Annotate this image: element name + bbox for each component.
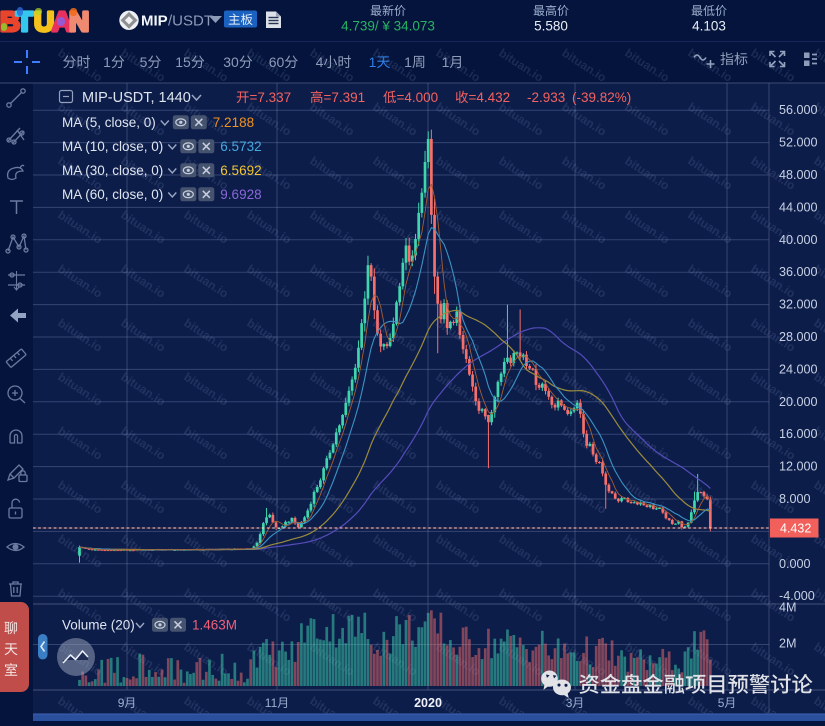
svg-text:11: 11 <box>265 696 278 710</box>
svg-text:30: 30 <box>223 54 239 70</box>
svg-text:1: 1 <box>369 54 377 70</box>
svg-text:56.000: 56.000 <box>779 103 818 117</box>
svg-text:=4.000: =4.000 <box>397 90 439 105</box>
svg-text:=7.337: =7.337 <box>250 90 292 105</box>
svg-text:9: 9 <box>118 696 125 710</box>
svg-text:8.000: 8.000 <box>779 492 811 506</box>
svg-text:28.000: 28.000 <box>779 330 818 344</box>
svg-text:15: 15 <box>175 54 191 70</box>
svg-text:16.000: 16.000 <box>779 427 818 441</box>
svg-text:1.463M: 1.463M <box>192 618 237 633</box>
svg-text:4.432: 4.432 <box>780 522 811 536</box>
svg-text:6.5692: 6.5692 <box>220 163 261 178</box>
svg-text:1: 1 <box>404 54 412 70</box>
svg-text:=7.391: =7.391 <box>324 90 366 105</box>
svg-text:MA (30, close, 0): MA (30, close, 0) <box>62 163 163 178</box>
svg-text:5.580: 5.580 <box>534 19 568 34</box>
svg-text:5: 5 <box>140 54 148 70</box>
svg-text:9.6928: 9.6928 <box>220 187 261 202</box>
svg-text:48.000: 48.000 <box>779 168 818 182</box>
svg-text:2M: 2M <box>779 637 797 651</box>
svg-text:24.000: 24.000 <box>779 362 818 376</box>
svg-text:-4.000: -4.000 <box>779 589 815 603</box>
svg-text:MIP: MIP <box>141 13 168 30</box>
svg-text:2020: 2020 <box>414 696 442 710</box>
svg-text:1: 1 <box>103 54 111 70</box>
svg-text:MA (10, close, 0): MA (10, close, 0) <box>62 139 163 154</box>
svg-text:/USDT: /USDT <box>168 13 213 30</box>
svg-text:MA (5, close, 0): MA (5, close, 0) <box>62 115 156 130</box>
svg-text:MA (60, close, 0): MA (60, close, 0) <box>62 187 163 202</box>
svg-text:0.000: 0.000 <box>779 557 811 571</box>
svg-text:=4.432: =4.432 <box>469 90 511 105</box>
svg-text:12.000: 12.000 <box>779 460 818 474</box>
svg-text:4M: 4M <box>779 601 797 615</box>
svg-text:32.000: 32.000 <box>779 298 818 312</box>
svg-text:6.5732: 6.5732 <box>220 139 261 154</box>
svg-text:52.000: 52.000 <box>779 136 818 150</box>
svg-text:36.000: 36.000 <box>779 265 818 279</box>
svg-text:4.103: 4.103 <box>692 19 726 34</box>
svg-text:1: 1 <box>442 54 450 70</box>
svg-text:40.000: 40.000 <box>779 233 818 247</box>
svg-text:Volume (20): Volume (20) <box>62 618 135 633</box>
svg-text:(-39.82%): (-39.82%) <box>572 90 631 105</box>
svg-text:60: 60 <box>269 54 285 70</box>
svg-text:44.000: 44.000 <box>779 200 818 214</box>
svg-text:20.000: 20.000 <box>779 395 818 409</box>
svg-text:4.739/ ¥ 34.073: 4.739/ ¥ 34.073 <box>341 19 435 34</box>
svg-text:3: 3 <box>566 696 573 710</box>
svg-text:4: 4 <box>316 54 324 70</box>
svg-text:5: 5 <box>718 696 725 710</box>
svg-text:MIP-USDT, 1440: MIP-USDT, 1440 <box>82 90 191 106</box>
svg-text:-2.933: -2.933 <box>527 90 565 105</box>
svg-text:7.2188: 7.2188 <box>213 115 254 130</box>
